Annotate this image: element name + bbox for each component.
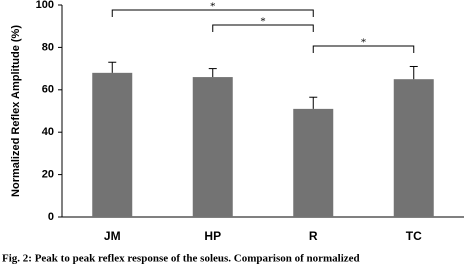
significance-label: * (361, 37, 367, 49)
y-tick-label: 100 (36, 0, 54, 11)
y-tick-label: 20 (42, 169, 54, 181)
bar (293, 108, 334, 217)
x-tick-label: JM (104, 229, 121, 243)
y-axis-label: Normalized Reflex Amplitude (%) (10, 25, 22, 197)
x-tick-label: R (309, 229, 318, 243)
bar (192, 77, 233, 217)
significance-label: * (210, 1, 216, 13)
bar (393, 79, 434, 217)
y-tick-label: 40 (42, 126, 54, 138)
bar (92, 72, 133, 217)
x-tick-label: TC (406, 229, 422, 243)
significance-bracket (312, 45, 415, 53)
y-tick-label: 0 (48, 211, 54, 223)
y-tick-label: 80 (42, 41, 54, 53)
y-tick-label: 60 (42, 84, 54, 96)
caption: Fig. 2: Peak to peak reflex response of … (2, 253, 360, 264)
significance-label: * (260, 16, 266, 28)
x-tick-label: HP (204, 229, 221, 243)
significance-bracket (212, 24, 314, 32)
significance-bracket (111, 9, 314, 17)
